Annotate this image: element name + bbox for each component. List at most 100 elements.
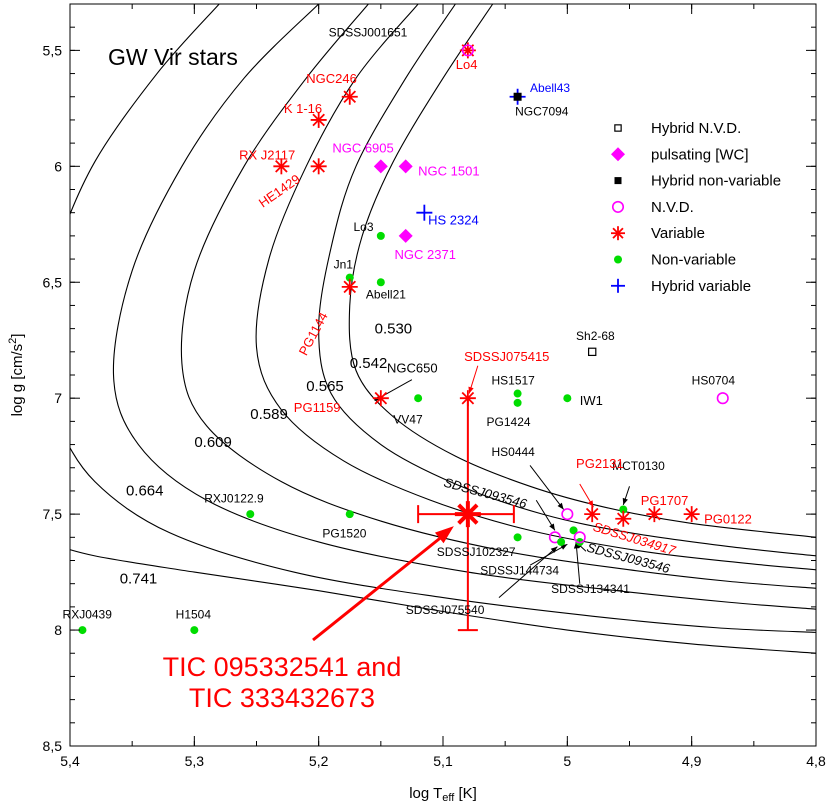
- star-point: [646, 506, 663, 523]
- legend-marker: [611, 200, 625, 213]
- star-point: [615, 510, 632, 527]
- star-label: HE1429: [256, 171, 303, 210]
- legend-marker: [611, 147, 625, 162]
- star-point: [376, 231, 385, 240]
- annotation-arrow: [535, 499, 556, 531]
- star-label: Jn1: [334, 257, 354, 271]
- legend-label: Non-variable: [651, 252, 736, 269]
- annotation-arrow: [579, 483, 594, 508]
- evolution-track: [348, 4, 816, 538]
- tic-pointer-arrow: [312, 526, 454, 642]
- star-label: RXJ0439: [63, 607, 113, 621]
- star-label: SDSSJ093546: [442, 475, 529, 512]
- star-point: [78, 626, 87, 635]
- evolution-track: [255, 4, 816, 571]
- star-point: [372, 390, 389, 407]
- x-tick-label: 4,9: [682, 753, 702, 769]
- evolution-track: [318, 4, 816, 557]
- evolution-track: [180, 4, 816, 589]
- star-label: SDSSJ144734: [480, 563, 559, 577]
- legend-label: Variable: [651, 225, 705, 242]
- star-label: NGC 2371: [395, 247, 456, 262]
- star-point: [398, 228, 413, 243]
- star-point: [373, 159, 388, 174]
- annotation-arrow: [573, 541, 581, 584]
- legend-marker: [614, 124, 622, 132]
- star-label: NGC7094: [515, 104, 569, 118]
- star-point: [398, 159, 413, 174]
- star-label: K 1-16: [284, 101, 322, 116]
- x-axis-label: log Teff [K]: [409, 785, 477, 804]
- star-label: Lo3: [353, 220, 373, 234]
- star-label: HS 2324: [428, 212, 479, 227]
- star-label: PG1520: [322, 526, 366, 540]
- star-point: [619, 505, 628, 514]
- star-label: PG1144: [296, 310, 331, 358]
- star-point: [345, 273, 354, 282]
- star-label: HS0444: [491, 445, 535, 459]
- star-point: [310, 111, 327, 128]
- star-label: NGC246: [306, 71, 357, 86]
- star-label: VV47: [393, 413, 423, 427]
- star-label: HS0704: [692, 373, 736, 387]
- track-mass-label: 0.589: [250, 406, 288, 423]
- tic-star-marker: [454, 501, 481, 528]
- x-tick-label: 5,2: [309, 753, 329, 769]
- star-points: [78, 42, 729, 635]
- legend-marker: [611, 226, 625, 241]
- star-point: [459, 390, 476, 407]
- tic-label-line: TIC 333432673: [189, 683, 375, 713]
- x-tick-label: 4,8: [806, 753, 826, 769]
- star-label: NGC 1501: [418, 164, 479, 179]
- y-tick-label: 7: [54, 390, 62, 406]
- star-label: RXJ0122.9: [204, 492, 264, 506]
- star-label: Abell21: [366, 287, 406, 301]
- x-tick-label: 5,3: [185, 753, 205, 769]
- y-tick-label: 5,5: [43, 42, 63, 58]
- annotation-arrow: [529, 465, 565, 510]
- evolution-track: [112, 4, 816, 610]
- star-label: MCT0130: [612, 459, 665, 473]
- star-point: [341, 88, 358, 105]
- star-point: [310, 158, 327, 175]
- star-point: [584, 506, 601, 523]
- legend-marker: [614, 255, 622, 264]
- star-point: [587, 347, 597, 357]
- x-tick-label: 5: [563, 753, 571, 769]
- chart-title: GW Vir stars: [108, 44, 238, 70]
- star-label: PG1159: [294, 400, 341, 415]
- star-label: PG0122: [704, 511, 752, 526]
- star-label: PG1707: [641, 493, 689, 508]
- track-mass-label: 0.664: [126, 483, 164, 500]
- star-point: [461, 44, 474, 57]
- star-label: Abell43: [530, 81, 570, 95]
- tic-label-line: TIC 095332541 and: [163, 652, 402, 682]
- y-tick-label: 6: [54, 158, 62, 174]
- star-label: SDSSJ075540: [406, 603, 485, 617]
- star-label: SDSSJ134341: [551, 582, 630, 596]
- track-mass-label: 0.741: [120, 571, 158, 588]
- y-tick-label: 6,5: [43, 274, 63, 290]
- star-point: [414, 394, 423, 403]
- evolution-track: [70, 4, 816, 633]
- star-point: [190, 626, 199, 635]
- star-label: SDSSJ102327: [437, 545, 516, 559]
- star-point: [513, 92, 522, 101]
- legend-label: pulsating [WC]: [651, 146, 749, 163]
- y-tick-label: 8,5: [43, 738, 63, 754]
- track-mass-label: 0.530: [375, 320, 413, 337]
- evolution-tracks: 0.530 0.542 0.565 0.589 0.609 0.664 0.741: [70, 4, 816, 654]
- star-label: PG2131: [576, 456, 624, 471]
- x-tick-label: 5,4: [60, 753, 80, 769]
- y-axis-label: log g [cm/s2]: [7, 334, 26, 417]
- star-label: IW1: [580, 393, 603, 408]
- star-label: SDSSJ075415: [464, 349, 549, 364]
- star-point: [345, 510, 354, 519]
- star-label: Lo4: [456, 57, 478, 72]
- track-mass-label: 0.565: [306, 378, 344, 395]
- star-label: HS1517: [491, 373, 535, 387]
- legend-box: [600, 112, 800, 300]
- legend-label: Hybrid non-variable: [651, 173, 781, 190]
- track-mass-label: 0.609: [194, 434, 232, 451]
